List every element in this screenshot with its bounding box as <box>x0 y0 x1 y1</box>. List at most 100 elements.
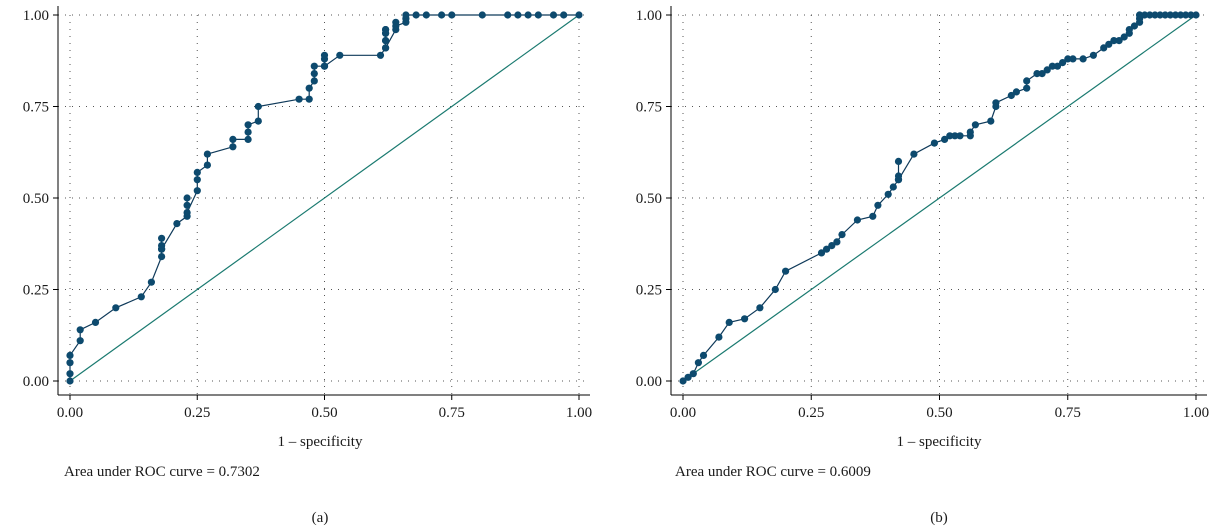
roc-point <box>158 245 166 253</box>
roc-point <box>382 44 390 52</box>
chart-a-grid <box>58 14 587 395</box>
roc-point <box>244 121 252 129</box>
roc-point <box>305 84 313 92</box>
roc-point <box>956 132 964 140</box>
x-tick-label: 0.00 <box>57 405 83 421</box>
roc-point <box>951 132 959 140</box>
roc-point <box>1053 62 1062 70</box>
roc-point <box>66 377 74 385</box>
roc-point <box>689 370 697 378</box>
chart-b-marks <box>679 11 1200 385</box>
roc-point <box>254 102 262 111</box>
x-tick-label: 0.25 <box>798 405 824 421</box>
x-axis-label: 1 – specificity <box>897 434 982 450</box>
x-tick-label: 0.75 <box>439 405 465 421</box>
roc-point <box>392 22 400 30</box>
roc-point <box>412 11 420 19</box>
roc-point <box>193 168 201 176</box>
y-tick-label: 0.75 <box>636 100 662 116</box>
roc-point <box>549 11 558 19</box>
roc-point <box>478 11 486 19</box>
roc-point <box>183 201 191 209</box>
roc-point <box>1182 11 1190 19</box>
roc-point <box>966 128 974 136</box>
reference-line <box>69 14 580 382</box>
y-tick-label: 0.50 <box>636 191 662 207</box>
roc-point <box>869 212 877 220</box>
roc-point <box>756 304 764 312</box>
roc-point <box>992 99 1000 107</box>
roc-point <box>438 11 446 19</box>
roc-point <box>310 62 318 70</box>
roc-point <box>376 51 385 59</box>
roc-point <box>1007 91 1015 100</box>
roc-point <box>158 253 166 261</box>
roc-point <box>91 318 100 326</box>
roc-point <box>946 132 954 140</box>
roc-point <box>1023 84 1031 92</box>
roc-point <box>1043 66 1051 74</box>
roc-point <box>422 11 430 19</box>
x-tick-label: 1.00 <box>1183 405 1209 421</box>
roc-point <box>382 37 390 45</box>
roc-point <box>320 62 329 70</box>
y-tick-label: 0.25 <box>23 283 49 299</box>
roc-point <box>894 176 903 184</box>
roc-point <box>514 11 522 19</box>
y-tick-label: 0.50 <box>23 191 49 207</box>
roc-point <box>66 351 74 359</box>
roc-point <box>930 139 938 147</box>
roc-point <box>694 359 702 367</box>
roc-point <box>725 318 733 326</box>
roc-point <box>1187 11 1195 19</box>
roc-point <box>1023 77 1031 85</box>
roc-point <box>1120 33 1128 41</box>
roc-point <box>173 220 181 228</box>
roc-point <box>560 11 568 19</box>
x-tick-label: 1.00 <box>566 405 592 421</box>
roc-point <box>137 293 145 301</box>
roc-point <box>894 157 903 165</box>
roc-point <box>853 216 861 224</box>
roc-point <box>203 161 211 169</box>
roc-point <box>838 231 846 239</box>
roc-point <box>1100 44 1108 52</box>
roc-chart-b: 0.00 0.25 0.50 0.75 1.00 0.00 0.25 0.50 0.75 1.00… <box>636 6 1209 526</box>
roc-point <box>684 373 692 381</box>
y-tick-label: 1.00 <box>23 8 49 24</box>
roc-point <box>305 95 313 103</box>
roc-point <box>1089 51 1097 59</box>
roc-point <box>1141 11 1149 19</box>
roc-point <box>833 238 841 246</box>
x-tick-label: 0.75 <box>1055 405 1081 421</box>
y-tick-label: 0.25 <box>636 283 662 299</box>
chart-a-ticks: 0.00 0.25 0.50 0.75 1.00 0.00 0.25 0.50 0.75 1.00 <box>23 8 592 421</box>
roc-point <box>310 70 318 78</box>
roc-point <box>1059 59 1067 67</box>
roc-point <box>1038 70 1046 78</box>
roc-point <box>1177 11 1185 19</box>
roc-point <box>971 121 979 129</box>
roc-point <box>1115 37 1123 45</box>
roc-point <box>1110 37 1118 45</box>
roc-point <box>382 29 390 37</box>
roc-chart-a: 0.00 0.25 0.50 0.75 1.00 0.00 0.25 0.50 0.75 1.00… <box>23 6 592 526</box>
roc-point <box>889 183 897 191</box>
roc-point <box>1105 40 1113 48</box>
roc-point <box>203 150 211 158</box>
roc-point <box>147 278 155 286</box>
roc-point <box>1151 11 1159 19</box>
x-tick-label: 0.50 <box>926 405 952 421</box>
y-tick-label: 0.00 <box>636 374 662 390</box>
roc-point <box>1069 55 1077 63</box>
roc-point <box>1161 11 1169 19</box>
roc-point <box>193 187 201 195</box>
roc-point <box>76 337 84 345</box>
roc-point <box>699 351 708 359</box>
roc-point <box>76 326 84 334</box>
roc-point <box>679 377 687 385</box>
roc-point <box>534 11 542 19</box>
roc-point <box>524 11 532 19</box>
roc-point <box>1136 11 1144 19</box>
roc-point <box>244 128 252 136</box>
